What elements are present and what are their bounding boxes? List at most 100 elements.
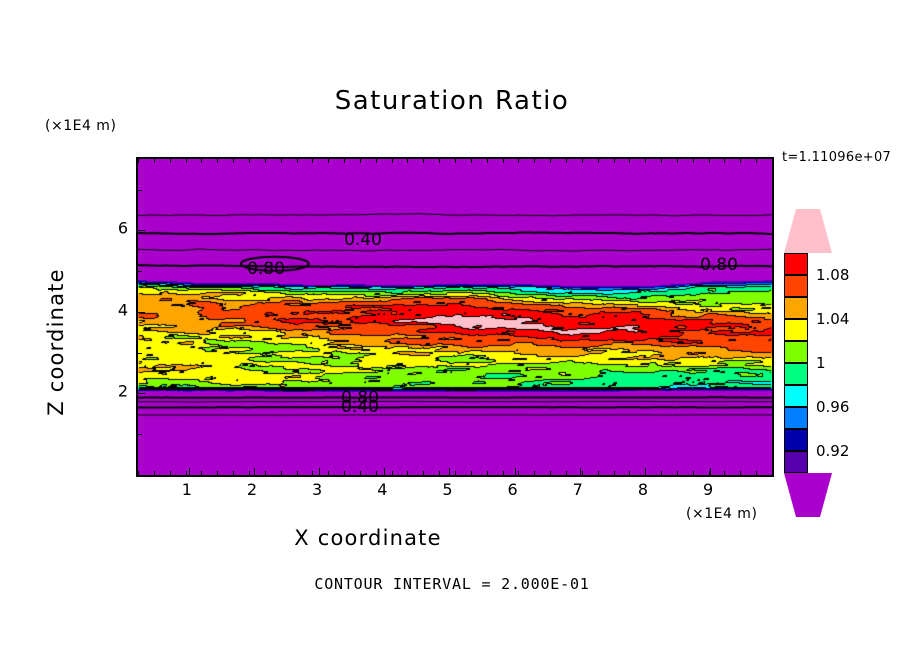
colorbar-segment [784,341,808,363]
x-tick-minor [614,471,615,475]
x-tick-minor [154,471,155,475]
colorbar-top-arrow [784,209,832,253]
y-tick-label: 4 [110,300,128,319]
x-tick-minor-top [724,159,725,163]
x-tick-major [254,468,255,475]
x-tick-minor-top [249,159,250,163]
time-annotation: t=1.11096e+07 [782,150,891,165]
x-tick-minor [550,471,551,475]
x-tick-minor [582,471,583,475]
colorbar-segment [784,385,808,407]
colorbar-segment [784,297,808,319]
x-tick-minor-top [138,159,139,163]
x-tick-major [580,468,581,475]
colorbar-segment [784,253,808,275]
x-tick-minor [249,471,250,475]
x-tick-minor-top [518,159,519,163]
x-tick-minor [471,471,472,475]
x-tick-major [515,468,516,475]
x-tick-minor [439,471,440,475]
x-tick-minor-top [376,159,377,163]
x-tick-label: 9 [703,480,713,499]
x-tick-minor [186,471,187,475]
x-tick-minor-top [439,159,440,163]
x-tick-minor [233,471,234,475]
x-axis-title: X coordinate [0,526,736,550]
x-tick-major [710,468,711,475]
colorbar-segment [784,429,808,451]
x-axis-unit-label: (×1E4 m) [686,506,757,522]
y-tick-minor [138,271,142,272]
x-tick-minor [297,471,298,475]
x-tick-minor [534,471,535,475]
x-tick-minor-top [756,159,757,163]
x-tick-label: 5 [442,480,452,499]
x-tick-major [319,468,320,475]
x-tick-minor-top [281,159,282,163]
x-tick-minor [328,471,329,475]
colorbar-tick-label: 1.08 [816,266,849,284]
x-tick-minor [518,471,519,475]
x-tick-label: 8 [638,480,648,499]
colorbar-tick-label: 0.92 [816,442,849,460]
x-tick-minor [360,471,361,475]
x-tick-minor-top [629,159,630,163]
x-tick-minor-top [772,159,773,163]
x-tick-minor-top [407,159,408,163]
x-tick-minor [423,471,424,475]
colorbar-segment [784,451,808,473]
contour-label: 0.40 [344,230,382,250]
y-tick-minor [138,434,142,435]
x-tick-minor [265,471,266,475]
x-tick-label: 7 [573,480,583,499]
x-tick-label: 2 [247,480,257,499]
x-tick-minor [455,471,456,475]
x-tick-label: 6 [508,480,518,499]
y-tick-minor [138,312,142,313]
x-tick-minor-top [360,159,361,163]
x-tick-minor [407,471,408,475]
colorbar [784,253,808,473]
contour-label: 0.80 [700,255,738,275]
x-tick-minor-top [455,159,456,163]
x-tick-minor [566,471,567,475]
x-tick-minor [138,471,139,475]
x-tick-minor-top [582,159,583,163]
y-tick-minor [138,393,142,394]
x-tick-minor [487,471,488,475]
x-tick-minor-top [740,159,741,163]
x-tick-minor-top [423,159,424,163]
colorbar-bottom-arrow [784,473,832,517]
colorbar-segment [784,363,808,385]
x-tick-minor [170,471,171,475]
x-tick-minor [724,471,725,475]
x-tick-minor-top [598,159,599,163]
x-tick-minor [661,471,662,475]
page-title: Saturation Ratio [0,86,904,116]
x-tick-minor-top [550,159,551,163]
x-tick-minor-top [566,159,567,163]
y-tick-minor [138,190,142,191]
colorbar-tick-label: 1.04 [816,310,849,328]
x-tick-minor-top [201,159,202,163]
saturation-ratio-field [138,159,772,475]
x-tick-minor-top [487,159,488,163]
x-tick-minor [217,471,218,475]
x-tick-minor-top [534,159,535,163]
x-tick-minor [677,471,678,475]
x-tick-minor [344,471,345,475]
colorbar-segment [784,275,808,297]
contour-interval-note: CONTOUR INTERVAL = 2.000E-01 [0,575,904,593]
x-tick-label: 4 [377,480,387,499]
x-tick-label: 3 [312,480,322,499]
y-axis-title: Z coordinate [44,242,68,442]
x-tick-minor-top [344,159,345,163]
x-tick-minor-top [503,159,504,163]
y-tick-label: 6 [110,219,128,238]
x-tick-major [189,468,190,475]
x-tick-minor [740,471,741,475]
x-tick-minor-top [312,159,313,163]
colorbar-tick-label: 0.96 [816,398,849,416]
x-tick-minor-top [170,159,171,163]
x-tick-minor [772,471,773,475]
